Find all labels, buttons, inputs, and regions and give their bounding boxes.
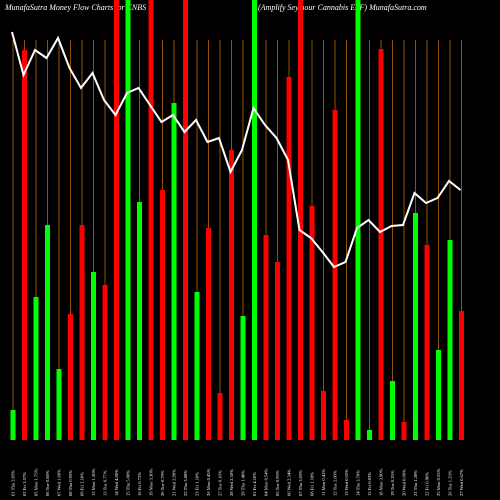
x-tick-label: 14 Wed 4.80% — [114, 469, 119, 496]
x-tick-label: 06 Tue 0.88% — [45, 470, 50, 496]
x-tick-label: 11 Mon 0.41% — [321, 469, 326, 496]
x-tick-label: 07 Thu 3.05% — [298, 470, 303, 496]
x-tick-label: 21 Thu 1.28% — [413, 470, 418, 496]
x-tick-label: 06 Wed 2.34% — [287, 469, 292, 496]
x-tick-label: 15 Thu 5.00% — [126, 470, 131, 496]
x-tick-label: 07 Wed 1.00% — [57, 469, 62, 496]
bar — [206, 228, 211, 440]
bar — [148, 0, 154, 440]
bar — [125, 0, 131, 440]
x-tick-label: 14 Thu 3.70% — [356, 470, 361, 496]
bar — [10, 410, 16, 440]
bar — [436, 350, 441, 440]
x-tick-label: 23 Fri 1.10% — [195, 472, 200, 496]
bar — [321, 391, 326, 440]
bar — [309, 206, 315, 440]
x-tick-label: 13 Wed 0.05% — [344, 469, 349, 496]
bar — [114, 0, 119, 440]
x-tick-label: 26 Tue 1.23% — [448, 470, 453, 496]
x-tick-label: 05 Mon 1.75% — [34, 468, 39, 496]
x-tick-label: 01 Fri 4.10% — [252, 472, 257, 496]
x-tick-label: 04 Mon 0.54% — [264, 468, 269, 496]
bar — [344, 420, 349, 440]
bar — [459, 311, 464, 440]
bar — [229, 150, 234, 440]
x-tick-label: 16 Fri 0.72% — [137, 472, 142, 496]
bar — [401, 422, 407, 440]
bar — [194, 292, 200, 440]
bar — [355, 0, 361, 440]
bar — [332, 110, 338, 440]
bar — [160, 190, 165, 440]
bar — [240, 316, 246, 440]
bar — [217, 393, 223, 440]
x-tick-label: 20 Tue 0.79% — [160, 470, 165, 496]
x-tick-label: 21 Wed 2.90% — [172, 469, 177, 496]
x-tick-label: 19 Mon 3.30% — [149, 468, 154, 496]
bar — [56, 369, 62, 440]
x-tick-label: 12 Mon 1.20% — [91, 468, 96, 496]
x-tick-label: 25 Mon 0.55% — [436, 468, 441, 496]
x-tick-label: 09 Fri 2.10% — [80, 472, 85, 496]
x-tick-label: 13 Tue 0.77% — [103, 470, 108, 496]
x-tick-label: 20 Wed 0.06% — [402, 469, 407, 496]
bar — [91, 272, 96, 440]
chart-title: MunafaSutra Money Flow Charts for CNBS — [4, 3, 146, 12]
x-tick-label: 27 Tue 0.10% — [218, 470, 223, 496]
x-tick-label: 08 Thu 0.95% — [68, 470, 73, 496]
bar — [413, 213, 418, 440]
bar — [286, 77, 292, 440]
money-flow-line — [11, 31, 462, 269]
bar — [68, 314, 73, 440]
bar — [378, 49, 384, 440]
bar — [263, 235, 269, 440]
x-tick-label: 18 Mon 3.90% — [379, 468, 384, 496]
x-tick-label: 01 Thu 2.05% — [11, 470, 16, 496]
x-tick-label: 02 Fri 3.57% — [22, 472, 27, 496]
chart-subtitle: (Amplify Seymour Cannabis ETF) MunafaSut… — [258, 3, 427, 12]
bar — [137, 202, 142, 440]
bar — [275, 262, 280, 440]
x-tick-label: 28 Wed 2.50% — [229, 469, 234, 496]
bar — [447, 240, 453, 440]
x-tick-label: 19 Tue 0.35% — [390, 470, 395, 496]
bar — [367, 430, 372, 440]
x-tick-label: 12 Tue 2.60% — [333, 470, 338, 496]
bar — [390, 381, 395, 440]
x-tick-label: 05 Tue 0.93% — [275, 470, 280, 496]
bar — [298, 0, 303, 440]
bar — [45, 225, 50, 440]
x-tick-label: 29 Thu 1.40% — [241, 470, 246, 496]
bar — [22, 50, 27, 440]
x-tick-label: 15 Fri 0.03% — [367, 472, 372, 496]
bar — [171, 103, 177, 440]
bar — [183, 0, 188, 440]
x-tick-label: 26 Mon 0.45% — [206, 468, 211, 496]
x-tick-label: 22 Thu 3.88% — [183, 470, 188, 496]
bar — [79, 225, 85, 440]
bar — [33, 297, 39, 440]
bar — [424, 245, 430, 440]
x-tick-label: 22 Fri 0.90% — [425, 472, 430, 496]
x-tick-label: 27 Wed 0.67% — [459, 469, 464, 496]
x-tick-label: 08 Fri 1.18% — [310, 472, 315, 496]
bar — [252, 0, 257, 440]
bar — [102, 285, 108, 440]
